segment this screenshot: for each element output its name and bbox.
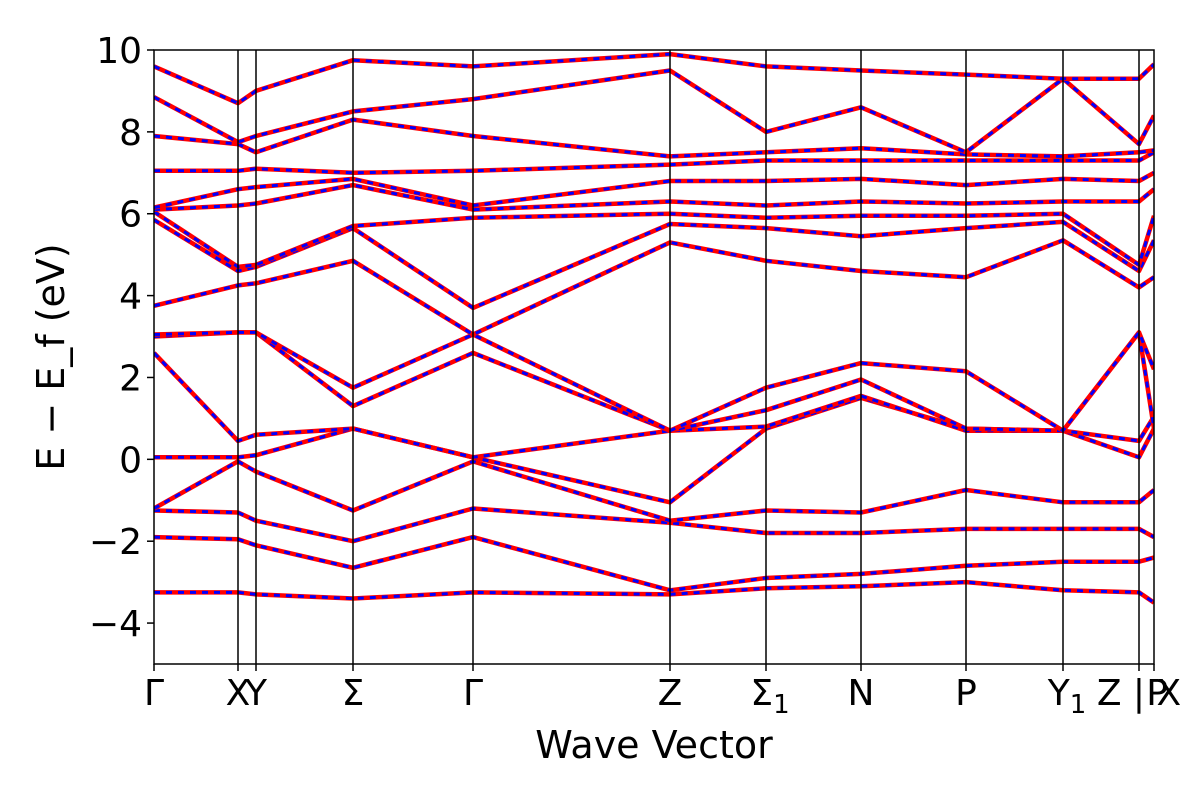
band-line-17-dashed — [154, 52, 1154, 105]
x-axis-ticks: Γ XY Σ Γ Z Σ1 N P Y1 Z | XP — [144, 664, 1181, 720]
band-line-11-dashed — [154, 210, 1154, 269]
y-tick-label: 4 — [119, 277, 142, 318]
band-line-1-dashed — [154, 580, 1154, 604]
high-symmetry-lines — [237, 50, 1140, 664]
band-line-8-solid — [154, 330, 1154, 433]
band-line-4-dashed — [154, 459, 1154, 523]
x-tick-label: X — [226, 673, 251, 714]
band-lines — [154, 51, 1154, 605]
band-line-12-solid — [154, 182, 1154, 212]
band-line-9-solid — [154, 238, 1154, 337]
band-line-14-dashed — [154, 150, 1154, 175]
y-axis-ticks: −4 −2 0 2 4 6 8 10 — [89, 31, 154, 645]
band-line-15-dashed — [154, 118, 1154, 158]
band-line-8-dashed — [154, 330, 1154, 433]
band-line-11-solid — [154, 209, 1154, 270]
band-line-3-solid — [154, 506, 1154, 544]
band-line-13-dashed — [154, 171, 1154, 210]
y-axis-title: E − E_f (eV) — [29, 243, 73, 471]
plot-frame — [153, 49, 1155, 665]
x-axis-title: Wave Vector — [535, 723, 773, 767]
x-tick-label: Z — [658, 673, 683, 714]
x-tick-label: P — [955, 673, 977, 714]
y-tick-label: 0 — [119, 440, 142, 481]
x-tick-label: P — [1146, 673, 1168, 714]
x-tick-label: Γ — [463, 673, 483, 714]
y-tick-label: −4 — [89, 604, 142, 645]
y-tick-label: 10 — [96, 31, 142, 72]
band-line-7-dashed — [154, 330, 1154, 433]
y-tick-label: 2 — [119, 358, 142, 399]
y-tick-label: −2 — [89, 522, 142, 563]
x-tick-label: Γ — [144, 673, 164, 714]
y-tick-label: 6 — [119, 195, 142, 236]
x-tick-label: Z | X — [1097, 673, 1181, 714]
band-line-2-dashed — [154, 535, 1154, 592]
band-line-6-dashed — [154, 351, 1154, 459]
y-tick-label: 8 — [119, 113, 142, 154]
band-line-16-dashed — [154, 69, 1154, 154]
band-line-17-solid — [154, 51, 1154, 106]
band-line-5-solid — [154, 395, 1154, 505]
band-line-9-dashed — [154, 238, 1154, 336]
band-line-7-solid — [154, 330, 1154, 433]
band-line-16-solid — [154, 68, 1154, 155]
band-line-12-dashed — [154, 183, 1154, 212]
band-line-3-dashed — [154, 507, 1154, 543]
band-line-5-dashed — [154, 396, 1154, 504]
x-tick-label: Σ1 — [750, 673, 789, 720]
x-tick-label: Σ — [342, 673, 365, 714]
x-tick-label: Y — [244, 673, 268, 714]
x-tick-label: N — [848, 673, 875, 714]
band-line-10-dashed — [154, 218, 1154, 310]
x-tick-label: Y1 — [1047, 673, 1087, 720]
